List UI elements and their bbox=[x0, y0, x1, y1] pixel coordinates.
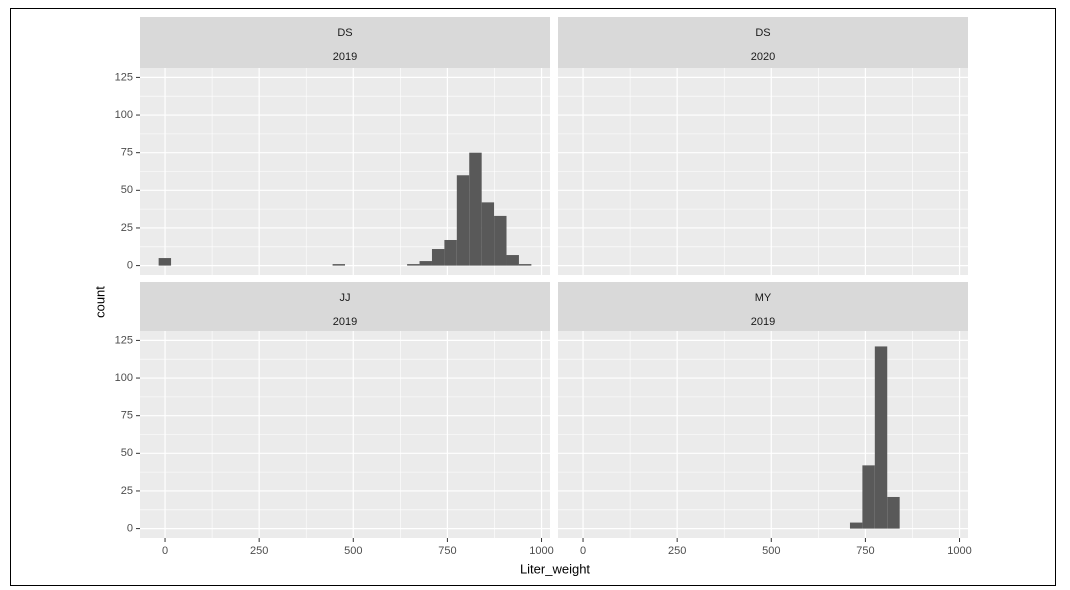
y-axis-title: count bbox=[92, 286, 107, 318]
y-tick-label: 75 bbox=[121, 410, 133, 422]
bar bbox=[444, 239, 457, 266]
y-tick-label: 0 bbox=[127, 522, 133, 534]
bar bbox=[874, 346, 888, 529]
x-tick-label: 250 bbox=[250, 545, 268, 557]
x-tick-label: 500 bbox=[762, 545, 780, 557]
strip bbox=[140, 282, 550, 331]
x-tick-label: 1000 bbox=[947, 545, 971, 557]
bar bbox=[407, 264, 420, 266]
x-tick-label: 500 bbox=[344, 545, 362, 557]
bar bbox=[456, 175, 470, 266]
y-tick-label: 0 bbox=[127, 259, 133, 271]
bar bbox=[494, 215, 507, 266]
bar bbox=[506, 255, 519, 266]
strip-text: 2020 bbox=[751, 51, 775, 63]
y-tick-label: 50 bbox=[121, 447, 133, 459]
strip-text: DS bbox=[755, 27, 770, 39]
bar bbox=[887, 496, 900, 529]
strip-text: MY bbox=[755, 292, 772, 304]
strip bbox=[558, 17, 968, 68]
y-tick-label: 125 bbox=[115, 71, 133, 83]
bar bbox=[158, 258, 172, 266]
bar bbox=[862, 465, 875, 529]
y-tick-label: 25 bbox=[121, 222, 133, 234]
x-tick-label: 0 bbox=[162, 545, 168, 557]
bar bbox=[431, 249, 445, 266]
bar bbox=[518, 264, 532, 266]
strip bbox=[558, 282, 968, 331]
bar bbox=[419, 261, 432, 266]
bar bbox=[332, 264, 345, 266]
y-tick-label: 75 bbox=[121, 147, 133, 159]
strip-text: 2019 bbox=[333, 316, 357, 328]
y-tick-label: 50 bbox=[121, 184, 133, 196]
bar bbox=[481, 202, 495, 266]
x-tick-label: 750 bbox=[856, 545, 874, 557]
x-tick-label: 1000 bbox=[529, 545, 553, 557]
strip-text: JJ bbox=[340, 292, 351, 304]
y-tick-label: 125 bbox=[115, 334, 133, 346]
y-tick-label: 100 bbox=[115, 372, 133, 384]
strip bbox=[140, 17, 550, 68]
x-tick-label: 250 bbox=[668, 545, 686, 557]
bar bbox=[849, 522, 863, 529]
y-tick-label: 100 bbox=[115, 109, 133, 121]
x-tick-label: 750 bbox=[438, 545, 456, 557]
x-axis-title: Liter_weight bbox=[520, 561, 590, 576]
strip-text: DS bbox=[337, 27, 352, 39]
bar bbox=[469, 152, 482, 266]
strip-text: 2019 bbox=[333, 51, 357, 63]
strip-text: 2019 bbox=[751, 316, 775, 328]
x-tick-label: 0 bbox=[580, 545, 586, 557]
y-tick-label: 25 bbox=[121, 485, 133, 497]
